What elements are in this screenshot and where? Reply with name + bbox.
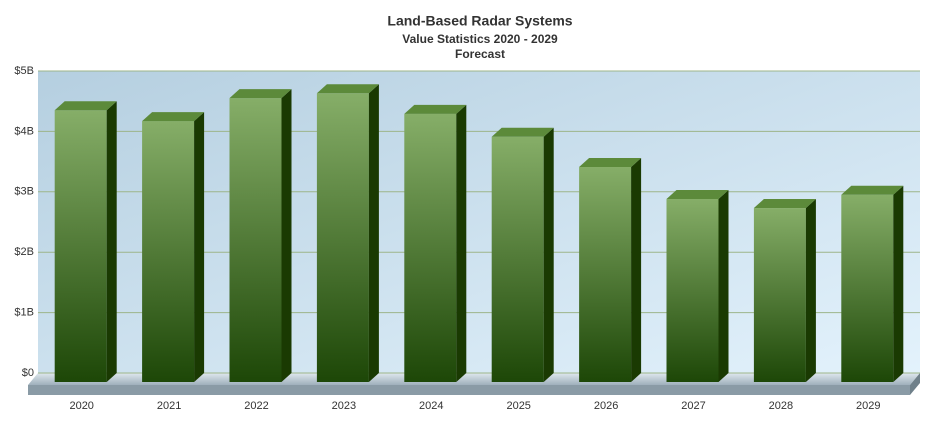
- bar-front: [491, 136, 544, 382]
- bar-front: [579, 166, 632, 382]
- x-tick-label: 2025: [506, 400, 530, 412]
- bar: [316, 84, 379, 383]
- y-tick-label: $3B: [14, 186, 34, 198]
- bar: [404, 104, 467, 382]
- bar: [841, 185, 904, 382]
- x-tick-label: 2028: [769, 400, 793, 412]
- bar-top: [666, 189, 729, 199]
- x-tick-label: 2024: [419, 400, 443, 412]
- bar-front: [229, 98, 282, 383]
- bar-front: [753, 208, 806, 382]
- bar: [753, 199, 816, 382]
- bar-front: [316, 93, 369, 383]
- bar-front: [841, 194, 894, 382]
- bar-side: [631, 157, 642, 382]
- y-tick-label: $4B: [14, 125, 34, 137]
- bar-side: [456, 104, 467, 382]
- bar-side: [281, 89, 292, 383]
- x-tick-label: 2023: [332, 400, 356, 412]
- chart-caption: Forecast: [455, 47, 505, 61]
- bar-front: [666, 198, 719, 382]
- bar: [579, 157, 642, 382]
- chart-title: Land-Based Radar Systems: [387, 13, 572, 29]
- x-tick-label: 2022: [244, 400, 268, 412]
- bar-side: [893, 185, 904, 382]
- bar-front: [142, 121, 195, 383]
- chart-subtitle: Value Statistics 2020 - 2029: [402, 32, 558, 46]
- bar: [142, 112, 205, 383]
- bar-side: [368, 84, 379, 383]
- bar-top: [229, 89, 292, 99]
- bar: [491, 127, 554, 382]
- bar: [666, 189, 729, 382]
- bar-side: [106, 101, 117, 382]
- floor-front: [28, 385, 910, 395]
- x-tick-label: 2029: [856, 400, 880, 412]
- x-tick-label: 2021: [157, 400, 181, 412]
- bar-top: [753, 199, 816, 209]
- bar-top: [142, 112, 205, 122]
- bar-top: [841, 185, 904, 195]
- y-tick-label: $1B: [14, 307, 34, 319]
- bar-front: [404, 113, 457, 382]
- x-tick-label: 2020: [69, 400, 93, 412]
- bar: [229, 89, 292, 383]
- bar-top: [404, 104, 467, 114]
- bar-top: [491, 127, 554, 137]
- bar-side: [543, 127, 554, 382]
- floor-side: [910, 373, 920, 395]
- bar: [54, 101, 117, 382]
- y-tick-label: $5B: [14, 65, 34, 77]
- bar-top: [54, 101, 117, 111]
- bar-side: [805, 199, 816, 382]
- x-tick-label: 2027: [681, 400, 705, 412]
- y-tick-label: $2B: [14, 246, 34, 258]
- y-tick-label: $0: [22, 367, 34, 379]
- x-tick-label: 2026: [594, 400, 618, 412]
- bar-top: [316, 84, 379, 94]
- bar-top: [579, 157, 642, 167]
- bar-side: [718, 189, 729, 382]
- bar-side: [194, 112, 205, 383]
- bar-front: [54, 110, 107, 382]
